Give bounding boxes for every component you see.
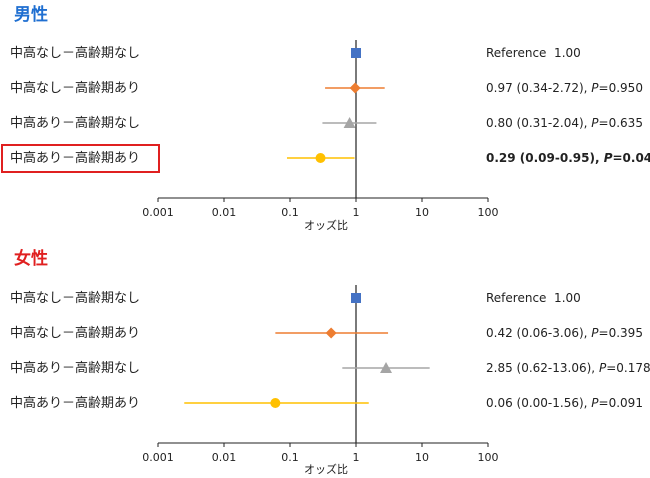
row-label: 中高あり－高齢期なし [10,115,140,131]
x-axis-title: オッズ比 [304,218,348,232]
result-estimate: 0.06 (0.00-1.56), [486,396,591,410]
x-tick-label: 0.01 [212,451,237,464]
x-tick-label: 0.01 [212,206,237,219]
x-tick-label: 1 [353,206,360,219]
result-text: 0.80 (0.31-2.04), P=0.635 [486,116,643,130]
result-text: 0.42 (0.06-3.06), P=0.395 [486,326,643,340]
x-tick-label: 100 [478,451,499,464]
row-label: 中高なし－高齢期あり [10,325,140,341]
diamond-marker [349,82,361,94]
result-text: 0.97 (0.34-2.72), P=0.950 [486,81,643,95]
row-label: 中高あり－高齢期あり [10,395,140,411]
row-label: 中高なし－高齢期あり [10,80,140,96]
p-value: =0.178 [606,361,650,375]
p-value: =0.950 [599,81,643,95]
p-symbol: P [591,81,599,95]
row-label: 中高あり－高齢期あり [10,150,140,166]
result-estimate: 0.29 (0.09-0.95), [486,151,604,165]
p-symbol: P [591,116,599,130]
x-tick-label: 0.001 [142,206,174,219]
result-text: Reference 1.00 [486,291,581,305]
p-value: =0.635 [599,116,643,130]
x-tick-label: 0.1 [281,206,299,219]
x-tick-label: 10 [415,451,429,464]
p-symbol: P [604,151,613,165]
result-text: 2.85 (0.62-13.06), P=0.178 [486,361,650,375]
row-label: 中高なし－高齢期なし [10,290,140,306]
x-tick-label: 0.001 [142,451,174,464]
diamond-marker [325,327,337,339]
result-estimate: 0.42 (0.06-3.06), [486,326,591,340]
p-value: =0.395 [599,326,643,340]
result-text: Reference 1.00 [486,46,581,60]
p-value: =0.041 [612,151,650,165]
circle-marker [270,398,281,408]
row-label: 中高なし－高齢期なし [10,45,140,61]
p-value: =0.091 [599,396,643,410]
highlight-box [1,144,160,173]
result-estimate: 0.97 (0.34-2.72), [486,81,591,95]
circle-marker [315,153,326,163]
row-label: 中高あり－高齢期なし [10,360,140,376]
square-marker [351,48,361,58]
result-text: 0.06 (0.00-1.56), P=0.091 [486,396,643,410]
x-tick-label: 100 [478,206,499,219]
panel-title: 女性 [14,248,48,269]
result-estimate: 2.85 (0.62-13.06), [486,361,599,375]
p-symbol: P [599,361,607,375]
square-marker [351,293,361,303]
x-tick-label: 10 [415,206,429,219]
panel-title: 男性 [14,4,48,25]
x-tick-label: 1 [353,451,360,464]
p-symbol: P [591,326,599,340]
x-tick-label: 0.1 [281,451,299,464]
result-text: 0.29 (0.09-0.95), P=0.041 [486,151,650,165]
triangle-marker [380,362,393,373]
female-panel: 女性 0.001 0.01 0.1 1 10 100 オッズ比 中高なし－高齢期なし Refere… [10,248,650,476]
result-estimate: 0.80 (0.31-2.04), [486,116,591,130]
triangle-marker [343,117,356,128]
p-symbol: P [591,396,599,410]
male-panel: 男性 0.001 0.01 0.1 1 10 100 オッズ比 中高なし－高齢期なし Refere… [1,4,650,232]
x-axis-title: オッズ比 [304,462,348,476]
